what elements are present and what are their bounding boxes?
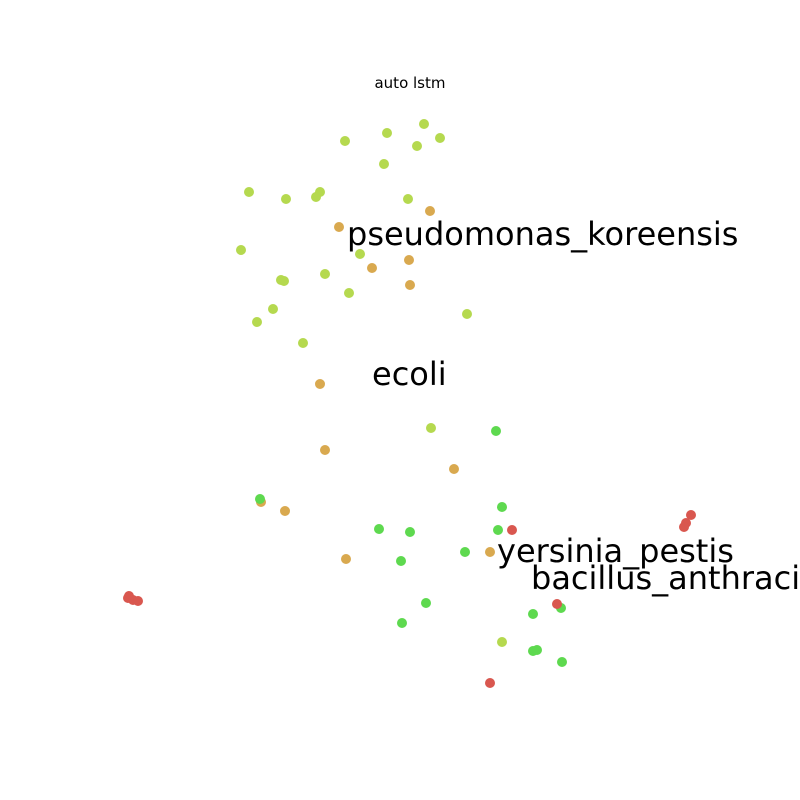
scatter-point: [320, 269, 330, 279]
scatter-point: [460, 547, 470, 557]
scatter-point: [412, 141, 422, 151]
scatter-point: [334, 222, 344, 232]
scatter-point: [382, 128, 392, 138]
scatter-point: [497, 637, 507, 647]
scatter-point: [425, 206, 435, 216]
scatter-point: [236, 245, 246, 255]
scatter-point: [493, 525, 503, 535]
chart-title: auto lstm: [374, 74, 445, 92]
scatter-point: [435, 133, 445, 143]
scatter-point: [485, 547, 495, 557]
scatter-point: [532, 645, 542, 655]
scatter-point: [396, 556, 406, 566]
scatter-point: [281, 194, 291, 204]
points-layer: [123, 119, 696, 688]
cluster-label: yersinia_pestis: [497, 532, 734, 570]
scatter-point: [341, 554, 351, 564]
scatter-point: [280, 506, 290, 516]
scatter-point: [397, 618, 407, 628]
cluster-label: pseudomonas_koreensis: [347, 215, 738, 253]
cluster-label: bacillus_anthracis: [531, 559, 800, 597]
scatter-point: [252, 317, 262, 327]
scatter-point: [255, 494, 265, 504]
scatter-point: [491, 426, 501, 436]
scatter-point: [374, 524, 384, 534]
scatter-point: [679, 522, 689, 532]
scatter-point: [462, 309, 472, 319]
scatter-point: [528, 609, 538, 619]
scatter-point: [449, 464, 459, 474]
scatter-point: [403, 194, 413, 204]
scatter-point: [320, 445, 330, 455]
scatter-point: [404, 255, 414, 265]
scatter-point: [421, 598, 431, 608]
scatter-point: [244, 187, 254, 197]
scatter-point: [686, 510, 696, 520]
scatter-point: [507, 525, 517, 535]
scatter-point: [419, 119, 429, 129]
scatter-point: [497, 502, 507, 512]
scatter-point: [485, 678, 495, 688]
scatter-point: [311, 192, 321, 202]
scatter-point: [405, 527, 415, 537]
scatter-point: [298, 338, 308, 348]
scatter-point: [344, 288, 354, 298]
scatter-point: [367, 263, 377, 273]
scatter-point: [133, 596, 143, 606]
scatter-point: [315, 379, 325, 389]
scatter-point: [355, 249, 365, 259]
scatter-point: [279, 276, 289, 286]
scatter-point: [552, 599, 562, 609]
scatter-point: [557, 657, 567, 667]
scatter-point: [268, 304, 278, 314]
scatter-point: [426, 423, 436, 433]
scatter-point: [379, 159, 389, 169]
cluster-label: ecoli: [372, 355, 447, 393]
scatter-point: [340, 136, 350, 146]
scatter-point: [405, 280, 415, 290]
